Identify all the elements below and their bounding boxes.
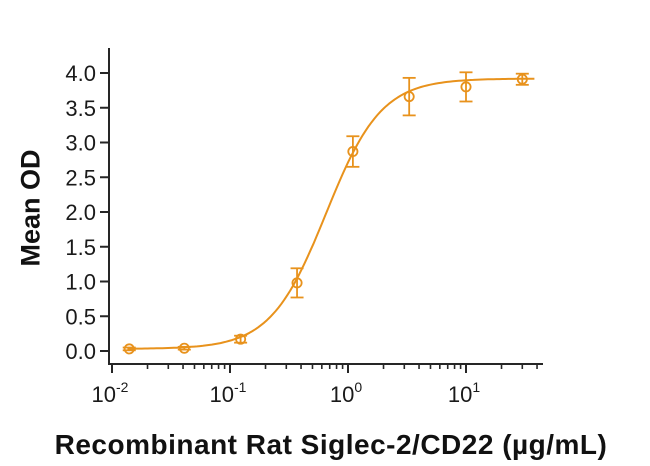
y-tick-label: 3.5 (65, 96, 96, 121)
x-tick-label: 100 (330, 379, 362, 407)
data-point-marker (178, 342, 190, 354)
x-axis-title: Recombinant Rat Siglec-2/CD22 (µg/mL) (54, 429, 608, 460)
y-tick-label: 1.0 (65, 270, 96, 295)
y-axis-title: Mean OD (15, 149, 46, 267)
x-tick-label: 10-1 (210, 379, 247, 407)
data-point-marker (123, 343, 135, 355)
y-tick-label: 0.5 (65, 304, 96, 329)
data-point-marker (235, 333, 247, 345)
data-point-marker (347, 146, 359, 158)
data-point-marker (460, 81, 472, 93)
y-tick-label: 3.0 (65, 131, 96, 156)
data-point-marker (291, 277, 303, 289)
y-tick-label: 1.5 (65, 235, 96, 260)
x-tick-label: 10-2 (92, 379, 129, 407)
y-tick-label: 2.5 (65, 165, 96, 190)
data-point-marker (403, 91, 415, 103)
data-point-marker (516, 73, 528, 85)
fit-curve (127, 77, 535, 350)
y-tick-label: 0.0 (65, 339, 96, 364)
y-tick-label: 2.0 (65, 200, 96, 225)
y-tick-label: 4.0 (65, 61, 96, 86)
x-tick-label: 101 (448, 379, 480, 407)
